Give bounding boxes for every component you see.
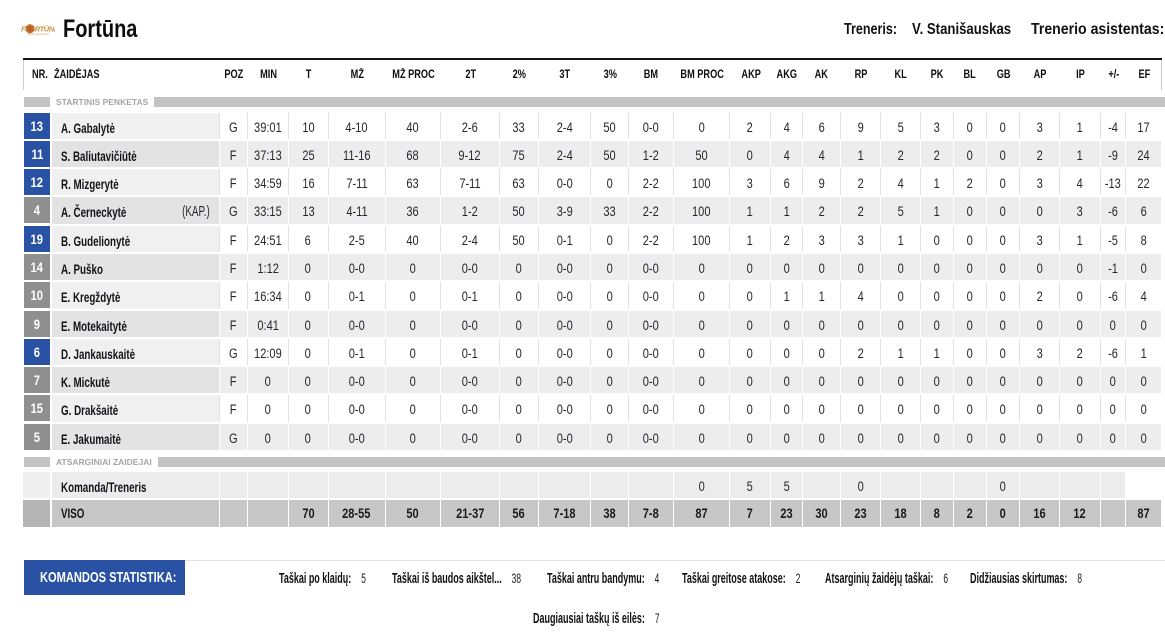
- svg-text:F: F: [21, 25, 26, 34]
- svg-text:RTŪNA: RTŪNA: [35, 25, 55, 34]
